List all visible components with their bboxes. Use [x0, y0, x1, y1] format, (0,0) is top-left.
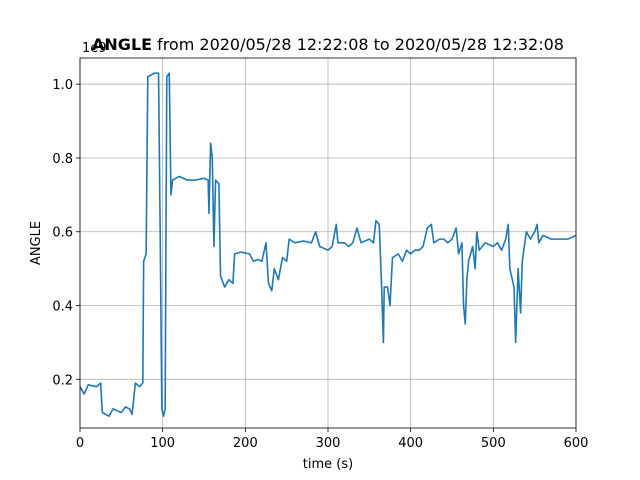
x-tick-label: 400 [398, 436, 423, 451]
y-axis-label: ANGLE [29, 221, 44, 265]
chart-title: ANGLE from 2020/05/28 12:22:08 to 2020/05… [92, 35, 564, 54]
y-tick-label: 0.2 [52, 373, 73, 388]
x-tick-label: 0 [76, 436, 84, 451]
ticks: 0 100 200 300 400 500 600 0.2 0.4 0.6 0.8 1.0 [52, 78, 588, 451]
x-tick-label: 100 [150, 436, 175, 451]
y-tick-label: 1.0 [52, 78, 73, 93]
plot-lines [79, 72, 577, 417]
grid [79, 58, 577, 428]
x-axis-label: time (s) [303, 457, 353, 472]
title-rest: from 2020/05/28 12:22:08 to 2020/05/28 1… [157, 35, 564, 54]
x-tick-label: 600 [564, 436, 589, 451]
y-tick-label: 0.4 [52, 300, 73, 315]
x-tick-label: 200 [233, 436, 258, 451]
y-tick-label: 0.6 [52, 226, 73, 241]
y-offset-label: 1e9 [82, 41, 107, 56]
x-tick-label: 500 [481, 436, 506, 451]
y-tick-label: 0.8 [52, 152, 73, 167]
data-line [79, 72, 577, 417]
x-tick-label: 300 [316, 436, 341, 451]
title-bold: ANGLE [92, 35, 152, 54]
